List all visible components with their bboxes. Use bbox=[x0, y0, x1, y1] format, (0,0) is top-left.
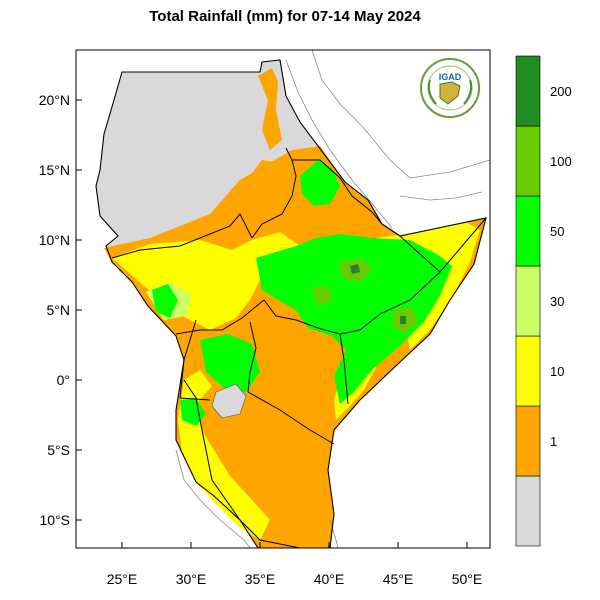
logo-left-leaf bbox=[427, 79, 437, 105]
colorbar-swatch bbox=[515, 405, 541, 477]
lon-tick-label: 45°E bbox=[383, 571, 414, 587]
colorbar-label: 10 bbox=[550, 364, 564, 379]
country-borders bbox=[111, 147, 487, 548]
rain-region-orange-north2 bbox=[230, 160, 276, 200]
lon-tick-label: 30°E bbox=[176, 571, 207, 587]
rain-region-yellow-sw bbox=[178, 370, 270, 540]
coastline-africa-west bbox=[175, 449, 251, 548]
lon-tick-label: 40°E bbox=[314, 571, 345, 587]
colorbar-swatch bbox=[515, 55, 541, 127]
lat-tick-label: 0° bbox=[57, 372, 70, 388]
lat-tick-label: 5°S bbox=[47, 442, 70, 458]
lake-victoria bbox=[211, 383, 247, 419]
longitude-ticks: 25°E 30°E 35°E 40°E 45°E 50°E bbox=[107, 542, 483, 587]
coastline-red-sea bbox=[285, 59, 393, 229]
rain-region-verydark bbox=[350, 264, 406, 324]
coastline-arabia bbox=[311, 50, 490, 179]
logo-map-shape bbox=[439, 81, 461, 105]
rain-region-darkgreen-3 bbox=[312, 286, 332, 306]
colorbar-swatch bbox=[515, 125, 541, 197]
colorbar-label: 100 bbox=[550, 154, 572, 169]
logo-right-leaf bbox=[463, 79, 473, 105]
lon-tick-label: 25°E bbox=[107, 571, 138, 587]
colorbar-swatch bbox=[515, 335, 541, 407]
rain-region-green-main bbox=[256, 234, 452, 404]
latitude-ticks: 20°N 15°N 10°N 5°N 0° 5°S 10°S bbox=[39, 92, 82, 528]
colorbar-label: 30 bbox=[550, 294, 564, 309]
map-title: Total Rainfall (mm) for 07-14 May 2024 bbox=[149, 8, 421, 25]
lon-tick-label: 50°E bbox=[452, 571, 483, 587]
logo-text: IGAD bbox=[439, 72, 462, 82]
igad-logo: IGAD bbox=[420, 58, 480, 118]
rain-region-yellow bbox=[112, 232, 300, 330]
colorbar-swatch bbox=[515, 475, 541, 547]
lat-tick-label: 10°N bbox=[39, 232, 70, 248]
land-outline bbox=[95, 59, 487, 548]
colorbar-swatch bbox=[515, 265, 541, 337]
colorbar-swatch bbox=[515, 195, 541, 267]
colorbar-label: 1 bbox=[550, 434, 557, 449]
rain-region-green-lake bbox=[200, 334, 260, 392]
rain-region-green-west bbox=[152, 284, 178, 318]
lon-tick-label: 35°E bbox=[245, 571, 276, 587]
rain-region-orange-north bbox=[258, 68, 282, 150]
lat-tick-label: 5°N bbox=[47, 302, 71, 318]
colorbar-label: 50 bbox=[550, 224, 564, 239]
lat-tick-label: 10°S bbox=[39, 512, 70, 528]
rain-region-green-north bbox=[300, 160, 340, 206]
lat-tick-label: 15°N bbox=[39, 162, 70, 178]
lat-tick-label: 20°N bbox=[39, 92, 70, 108]
colorbar: 1 10 30 50 100 200 bbox=[515, 55, 572, 547]
colorbar-label: 200 bbox=[550, 84, 572, 99]
coastline-gulf-aden bbox=[399, 191, 483, 201]
map-border bbox=[75, 49, 491, 549]
